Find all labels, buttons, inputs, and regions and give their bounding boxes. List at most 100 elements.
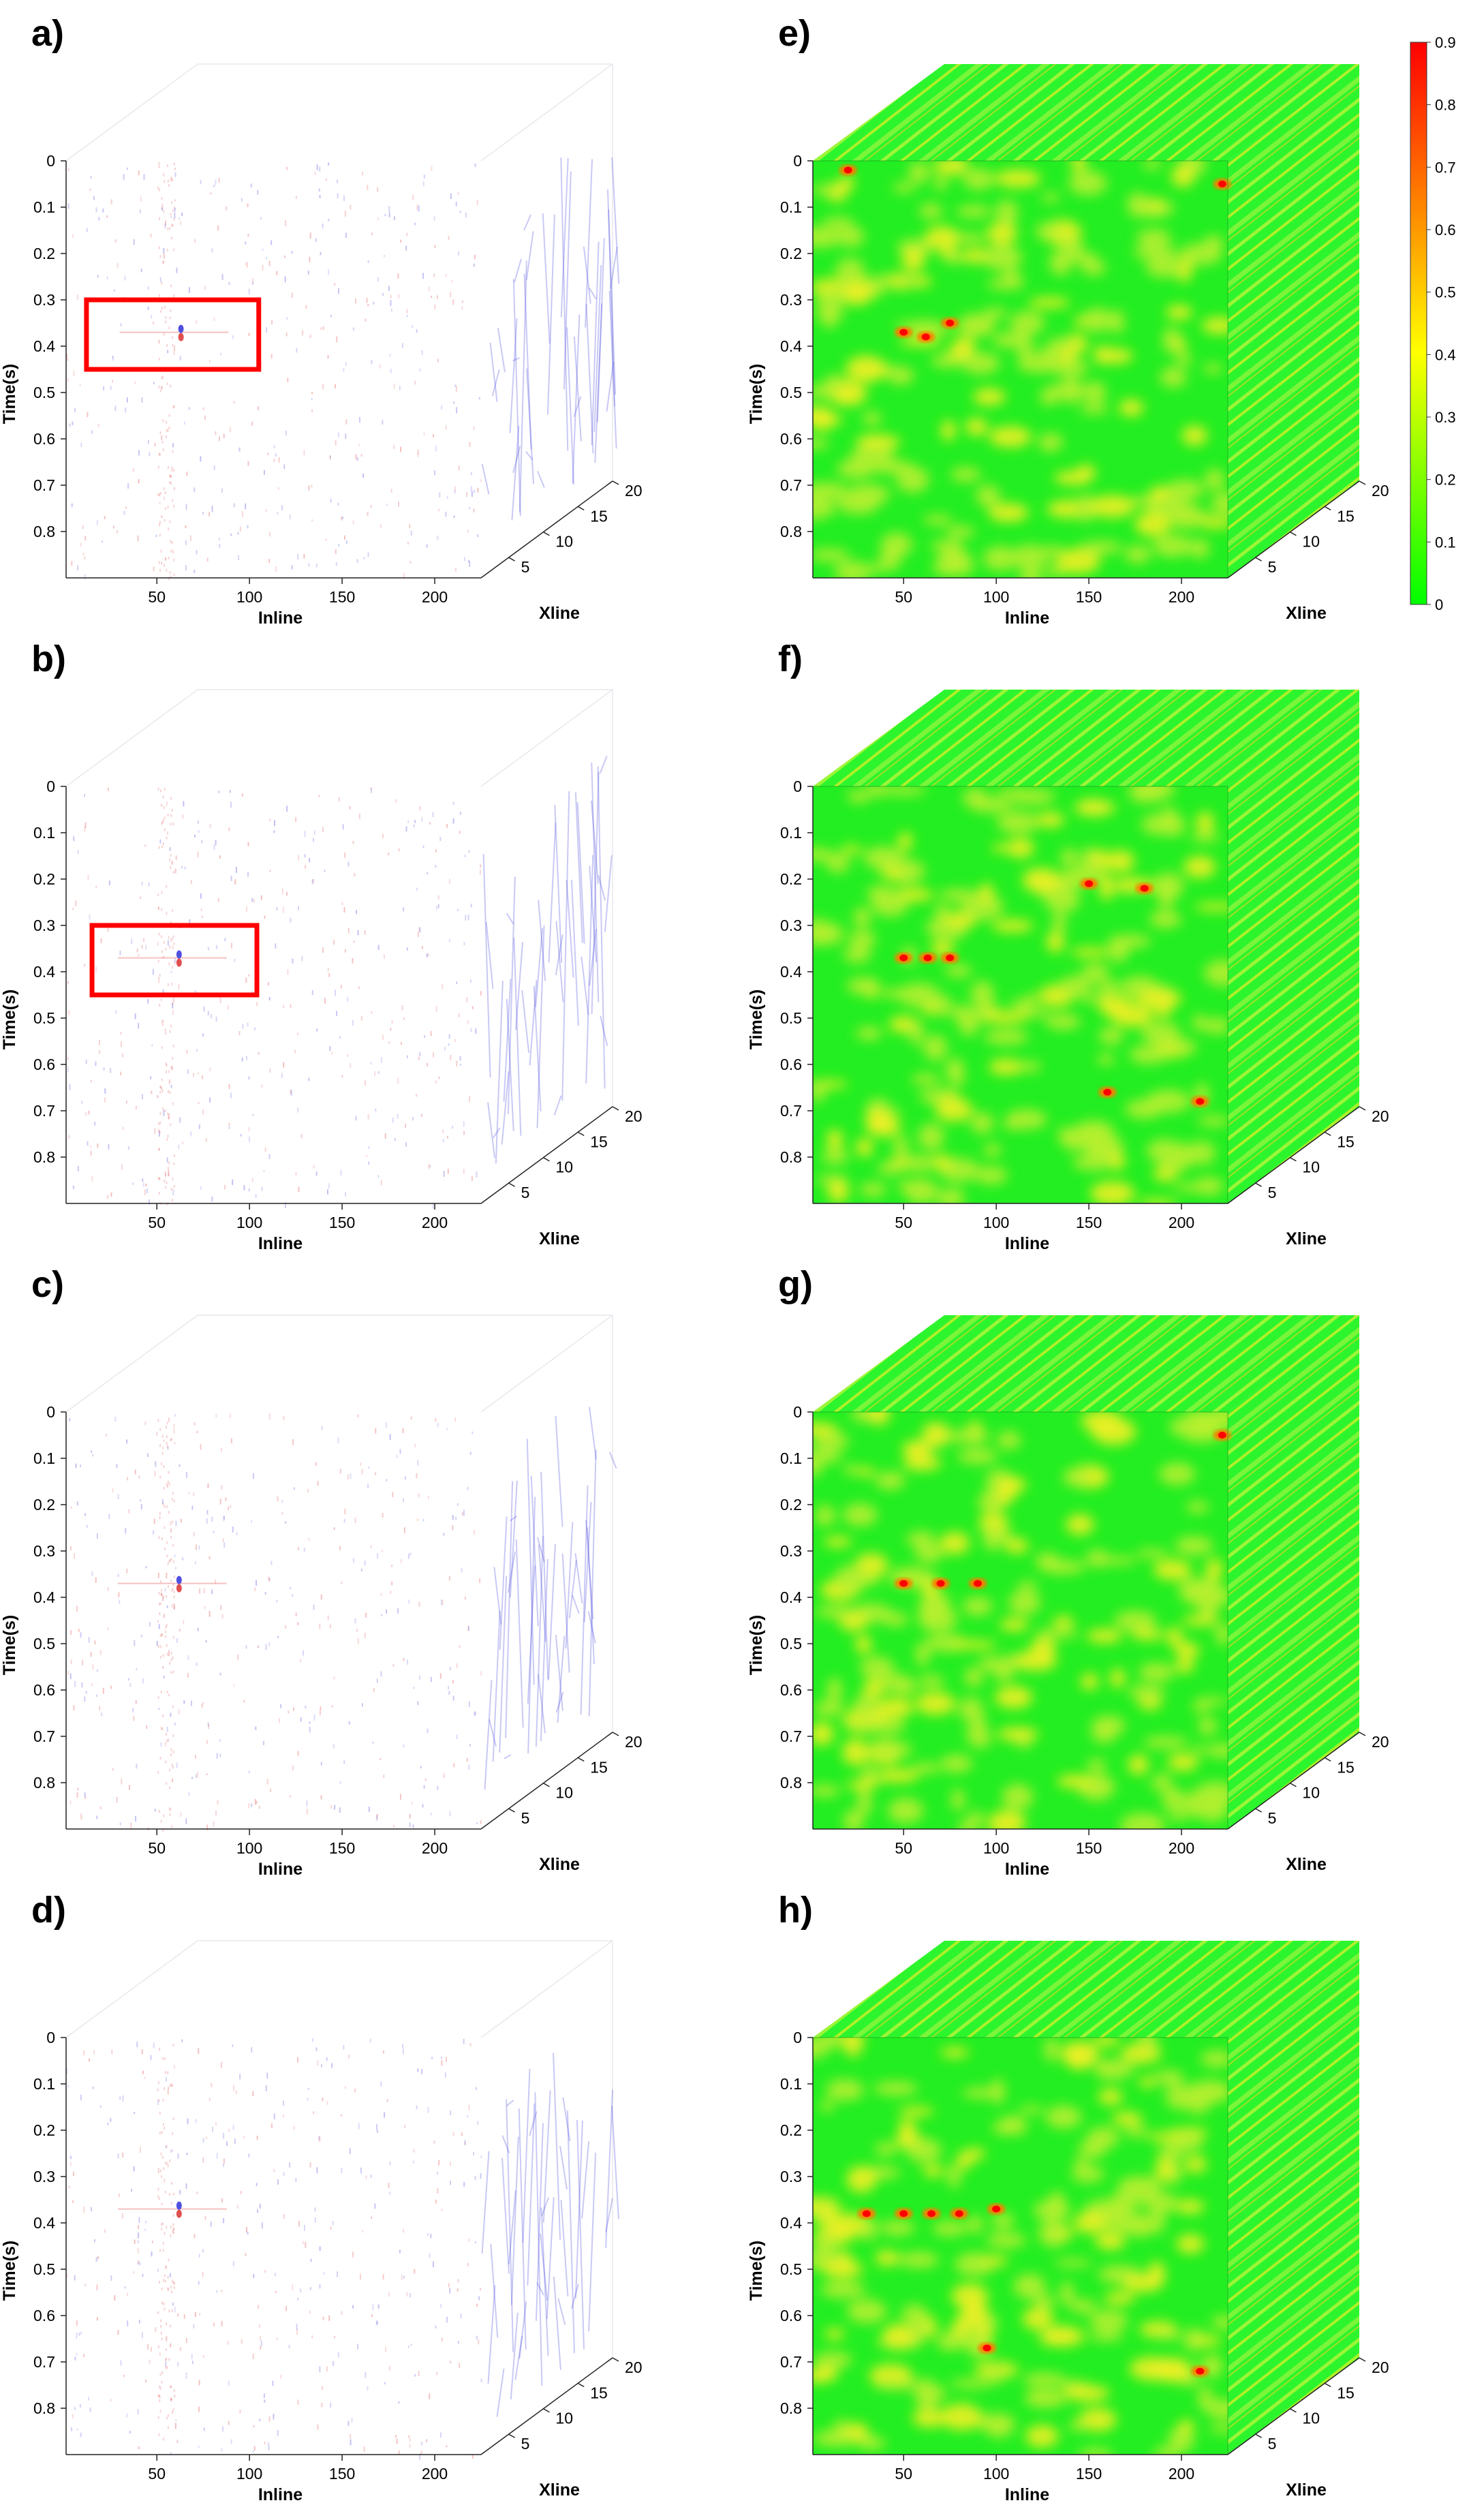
trace-mark [223, 2158, 225, 2164]
texture-blob [936, 1188, 965, 1203]
side-trace-mark [527, 2103, 536, 2286]
texture-blob [900, 1180, 937, 1190]
texture-blob [855, 1635, 872, 1654]
trace-mark [347, 927, 350, 934]
trace-mark [119, 2096, 121, 2100]
texture-blob [941, 420, 956, 442]
trace-mark [76, 1792, 78, 1798]
xline-tick [1324, 2382, 1331, 2388]
trace-mark [158, 493, 160, 497]
trace-mark [157, 2168, 159, 2174]
trace-mark [157, 2416, 159, 2419]
trace-mark [185, 525, 187, 528]
time-tick-label: 0.6 [780, 1056, 802, 1073]
trace-mark [407, 2346, 409, 2348]
trace-mark [168, 1161, 170, 1165]
trace-mark [382, 1512, 384, 1518]
texture-blob [935, 904, 950, 919]
trace-mark [83, 2354, 85, 2357]
trace-mark [174, 1414, 176, 1417]
trace-mark [174, 199, 176, 202]
trace-mark [164, 1526, 166, 1529]
trace-mark [232, 335, 234, 339]
trace-mark [127, 2320, 129, 2326]
seismic-traces [67, 755, 613, 1209]
texture-blob [967, 1427, 985, 1445]
trace-mark [74, 408, 76, 413]
inline-tick-label: 200 [1169, 588, 1194, 606]
trace-mark [170, 2399, 172, 2402]
trace-mark [388, 852, 390, 856]
trace-mark [239, 526, 241, 532]
hotspot-2 [946, 320, 955, 326]
trace-mark [166, 885, 168, 888]
trace-mark [286, 805, 288, 812]
trace-mark [177, 2313, 179, 2317]
trace-mark [164, 564, 166, 567]
texture-blob [873, 2081, 918, 2096]
trace-mark [432, 812, 434, 818]
trace-mark [173, 2389, 175, 2393]
trace-mark [278, 1718, 280, 1723]
trace-mark [297, 2297, 299, 2301]
trace-mark [174, 1722, 176, 1726]
trace-mark [84, 1796, 87, 1799]
trace-mark [380, 2081, 382, 2087]
texture-blob [1076, 464, 1096, 482]
trace-mark [147, 2344, 149, 2350]
trace-mark [431, 2057, 433, 2059]
trace-mark [167, 2287, 169, 2290]
hotspot-4 [992, 2205, 1001, 2213]
texture-blob [942, 252, 966, 264]
trace-mark [437, 904, 439, 908]
xline-tick [1359, 2357, 1366, 2362]
trace-mark [166, 420, 168, 424]
trace-mark [249, 1136, 251, 1143]
trace-mark [133, 2271, 135, 2274]
trace-mark [273, 830, 275, 833]
trace-mark [270, 1788, 272, 1793]
trace-mark [448, 2283, 450, 2288]
trace-mark [194, 570, 196, 573]
texture-blob [962, 1596, 993, 1616]
trace-mark [164, 1180, 166, 1183]
texture-blob [910, 1073, 941, 1086]
trace-mark [210, 192, 212, 195]
trace-mark [309, 2287, 311, 2290]
trace-mark [172, 1056, 174, 1060]
trace-mark [315, 2047, 318, 2051]
trace-mark [164, 1505, 166, 1508]
time-tick-label: 0.4 [780, 1588, 802, 1606]
side-trace-mark [542, 213, 551, 344]
trace-mark [452, 2132, 454, 2136]
texture-blob [846, 790, 871, 803]
trace-mark [216, 2290, 218, 2293]
texture-blob [813, 1422, 839, 1436]
texture-blob [813, 497, 835, 520]
seismic-traces [67, 1407, 617, 1832]
trace-mark [77, 1166, 79, 1172]
inline-tick-label: 150 [329, 1839, 355, 1857]
trace-mark [170, 540, 172, 543]
trace-mark [160, 1593, 162, 1596]
trace-mark [172, 997, 174, 1000]
side-trace-mark [611, 157, 620, 284]
trace-mark [228, 1507, 230, 1511]
trace-mark [461, 2132, 463, 2136]
xline-tick [1359, 480, 1366, 485]
side-trace-mark [506, 912, 514, 925]
trace-mark [278, 457, 280, 463]
trace-mark [289, 514, 291, 520]
texture-blob [953, 337, 976, 356]
texture-blob [935, 1098, 973, 1122]
hotspot-4 [1140, 885, 1149, 892]
trace-mark [300, 1659, 302, 1663]
trace-mark [164, 2179, 166, 2183]
time-tick-label: 0.3 [33, 2168, 55, 2185]
trace-mark [145, 1184, 147, 1187]
texture-blob [1115, 2179, 1160, 2206]
trace-mark [467, 1486, 469, 1490]
trace-mark [475, 1028, 477, 1034]
texture-blob [1099, 874, 1114, 901]
trace-mark [258, 2305, 260, 2309]
